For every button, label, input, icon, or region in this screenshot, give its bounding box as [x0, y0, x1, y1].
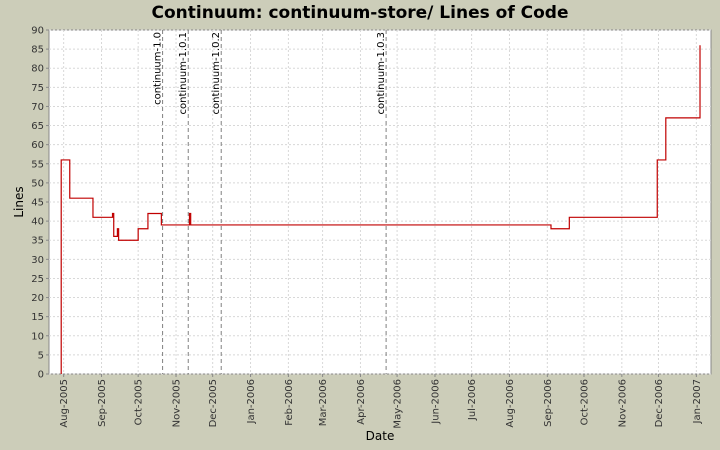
x-tick-label: Oct-2005	[134, 379, 145, 425]
y-axis-label: Lines	[12, 186, 26, 217]
y-tick-label: 15	[31, 312, 44, 323]
y-tick-label: 70	[31, 102, 44, 113]
y-tick-label: 55	[31, 159, 44, 170]
x-tick-label: Oct-2006	[579, 379, 590, 425]
y-tick-label: 30	[31, 255, 44, 266]
x-tick-label: Apr-2006	[356, 379, 367, 425]
x-tick-label: May-2006	[393, 379, 404, 429]
y-tick-label: 65	[31, 121, 44, 132]
x-axis-label: Date	[366, 429, 395, 443]
x-tick-label: Jun-2006	[430, 379, 441, 425]
x-tick-label: Mar-2006	[318, 379, 329, 426]
y-tick-label: 5	[38, 350, 44, 361]
x-tick-label: Sep-2005	[97, 379, 108, 427]
series-line	[60, 45, 701, 374]
release-marker-label: continuum-1.0	[153, 32, 164, 105]
x-tick-label: Aug-2006	[505, 379, 516, 428]
y-tick-label: 10	[31, 331, 44, 342]
release-marker-label: continuum-1.0.3	[376, 32, 387, 114]
x-tick-label: Dec-2005	[208, 379, 219, 427]
y-tick-label: 45	[31, 198, 44, 209]
x-tick-label: Aug-2005	[59, 379, 70, 428]
chart-title: Continuum: continuum-store/ Lines of Cod…	[151, 3, 569, 23]
x-tick-label: Jan-2006	[246, 379, 257, 424]
release-markers: continuum-1.0 continuum-1.0.1 continuum-1.…	[153, 30, 387, 374]
release-marker-label: continuum-1.0.2	[211, 32, 222, 114]
y-tick-label: 20	[31, 293, 44, 304]
release-marker-label: continuum-1.0.1	[178, 32, 189, 114]
x-tick-label: Nov-2005	[172, 379, 183, 427]
x-axis-ticks: Aug-2005 Sep-2005 Oct-2005 Nov-2005 Dec-2005…	[59, 374, 703, 429]
x-tick-label: Jan-2007	[692, 379, 703, 424]
y-axis-ticks: 0 5 10 15 20 25 30 35 40 45 50 55 60 65 70 75 80 85 90	[31, 26, 49, 381]
y-tick-label: 50	[31, 178, 44, 189]
x-tick-label: Jul-2006	[467, 379, 478, 421]
gridlines	[49, 29, 711, 375]
series-lines-of-code	[60, 45, 701, 374]
y-tick-label: 25	[31, 274, 44, 285]
y-tick-label: 60	[31, 140, 44, 151]
y-tick-label: 85	[31, 45, 44, 56]
x-tick-label: Feb-2006	[284, 379, 295, 426]
y-tick-label: 75	[31, 83, 44, 94]
y-tick-label: 80	[31, 64, 44, 75]
y-tick-label: 35	[31, 236, 44, 247]
y-tick-label: 0	[38, 370, 44, 381]
x-tick-label: Sep-2006	[543, 379, 554, 427]
x-tick-label: Dec-2006	[654, 379, 665, 427]
x-tick-label: Nov-2006	[617, 379, 628, 427]
y-tick-label: 40	[31, 217, 44, 228]
y-tick-label: 90	[31, 26, 44, 37]
